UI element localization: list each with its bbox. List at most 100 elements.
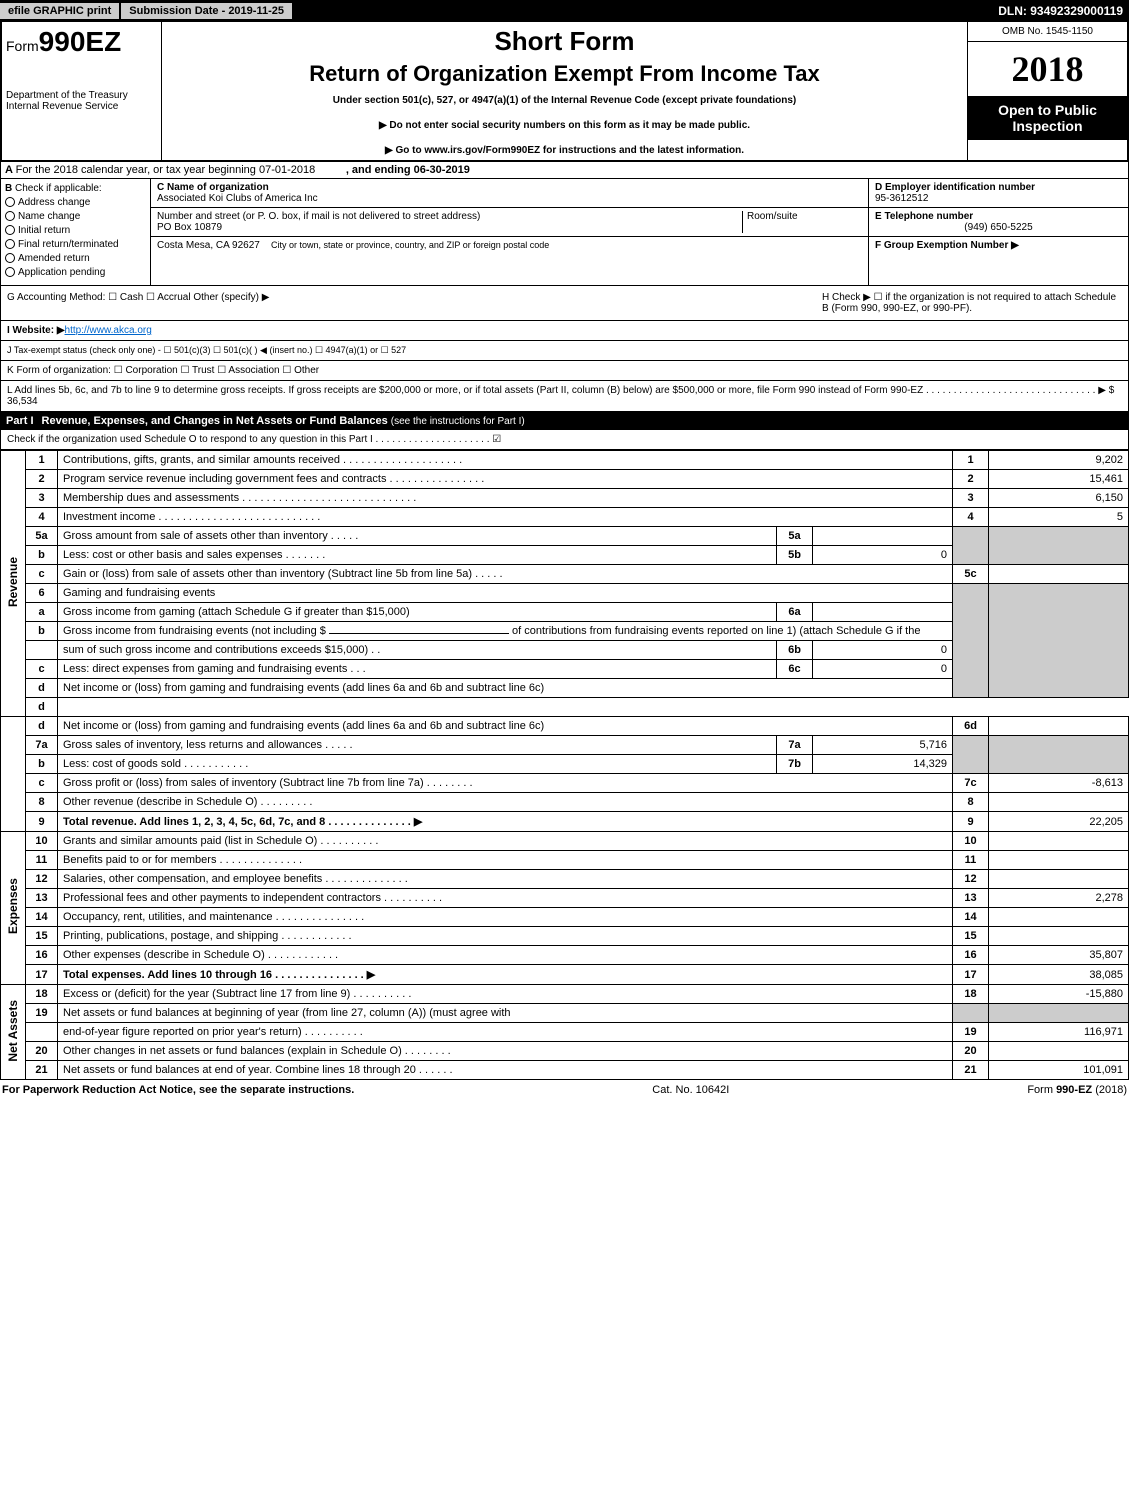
top-bar: efile GRAPHIC print Submission Date - 20…: [0, 0, 1129, 22]
city-state-zip: Costa Mesa, CA 92627: [157, 240, 260, 251]
line-13-val: 2,278: [989, 889, 1129, 908]
col-b-checkboxes: B Check if applicable: Address change Na…: [1, 179, 151, 285]
row-a-end: , and ending 06-30-2019: [346, 164, 470, 176]
j-tax-exempt: J Tax-exempt status (check only one) - ☐…: [0, 341, 1129, 361]
line-19-desc: Net assets or fund balances at beginning…: [58, 1004, 953, 1023]
line-13-desc: Professional fees and other payments to …: [58, 889, 953, 908]
check-final-return[interactable]: Final return/terminated: [5, 239, 146, 250]
netassets-label: Net Assets: [1, 985, 26, 1080]
line-5b-desc: Less: cost or other basis and sales expe…: [58, 546, 777, 565]
org-name: Associated Koi Clubs of America Inc: [157, 193, 318, 204]
line-4-desc: Investment income . . . . . . . . . . . …: [58, 508, 953, 527]
line-5a-mid: [813, 527, 953, 546]
line-8-val: [989, 793, 1129, 812]
submission-date-button[interactable]: Submission Date - 2019-11-25: [121, 3, 292, 19]
line-11-desc: Benefits paid to or for members . . . . …: [58, 851, 953, 870]
tax-year: 2018: [968, 42, 1127, 96]
dln-label: DLN: 93492329000119: [998, 4, 1129, 18]
revenue-label-cont: [1, 717, 26, 832]
form-number: Form990EZ: [6, 26, 157, 58]
line-15-val: [989, 927, 1129, 946]
check-application-pending[interactable]: Application pending: [5, 267, 146, 278]
part1-table: Revenue 1 Contributions, gifts, grants, …: [0, 450, 1129, 717]
line-18-desc: Excess or (deficit) for the year (Subtra…: [58, 985, 953, 1004]
row-a-begin: For the 2018 calendar year, or tax year …: [16, 164, 316, 176]
line-10-desc: Grants and similar amounts paid (list in…: [58, 832, 953, 851]
line-9-val: 22,205: [989, 812, 1129, 832]
ein-value: 95-3612512: [875, 193, 928, 204]
city-label: City or town, state or province, country…: [271, 240, 549, 250]
check-name-change[interactable]: Name change: [5, 211, 146, 222]
main-table: dNet income or (loss) from gaming and fu…: [0, 716, 1129, 1080]
omb-number: OMB No. 1545-1150: [968, 22, 1127, 42]
line-19-val: 116,971: [989, 1023, 1129, 1042]
street-address: PO Box 10879: [157, 222, 222, 233]
department-label: Department of the Treasury Internal Reve…: [6, 90, 157, 112]
line-16-desc: Other expenses (describe in Schedule O) …: [58, 946, 953, 965]
col-d-ein: D Employer identification number 95-3612…: [868, 179, 1128, 285]
revenue-label: Revenue: [1, 451, 26, 717]
line-4-val: 5: [989, 508, 1129, 527]
line-8-desc: Other revenue (describe in Schedule O) .…: [58, 793, 953, 812]
check-address-change[interactable]: Address change: [5, 197, 146, 208]
line-18-val: -15,880: [989, 985, 1129, 1004]
d-label: D Employer identification number: [875, 182, 1035, 193]
form-num: 990EZ: [39, 26, 122, 57]
line-5b-mid: 0: [813, 546, 953, 565]
line-7c-desc: Gross profit or (loss) from sales of inv…: [58, 774, 953, 793]
line-5c-val: [989, 565, 1129, 584]
line-6b-mid: 0: [813, 641, 953, 660]
part1-label: Part I: [6, 415, 42, 427]
h-check: H Check ▶ ☐ if the organization is not r…: [822, 292, 1122, 314]
line-14-val: [989, 908, 1129, 927]
c-label: C Name of organization: [157, 182, 269, 193]
efile-print-button[interactable]: efile GRAPHIC print: [0, 3, 119, 19]
line-7a-desc: Gross sales of inventory, less returns a…: [58, 736, 777, 755]
check-amended-return[interactable]: Amended return: [5, 253, 146, 264]
form-prefix: Form: [6, 38, 39, 54]
line-7b-mid: 14,329: [813, 755, 953, 774]
footer-left: For Paperwork Reduction Act Notice, see …: [2, 1084, 354, 1096]
short-form-title: Short Form: [170, 26, 959, 57]
i-website: I Website: ▶http://www.akca.org: [0, 321, 1129, 341]
line-6c-mid: 0: [813, 660, 953, 679]
note-ssn: ▶ Do not enter social security numbers o…: [170, 120, 959, 131]
line-12-val: [989, 870, 1129, 889]
footer-mid: Cat. No. 10642I: [652, 1084, 729, 1096]
l-gross-receipts: L Add lines 5b, 6c, and 7b to line 9 to …: [0, 381, 1129, 412]
form-header: Form990EZ Department of the Treasury Int…: [0, 22, 1129, 162]
website-link[interactable]: http://www.akca.org: [65, 325, 152, 336]
line-19b-desc: end-of-year figure reported on prior yea…: [58, 1023, 953, 1042]
open-public-badge: Open to Public Inspection: [968, 96, 1127, 140]
line-3-desc: Membership dues and assessments . . . . …: [58, 489, 953, 508]
line-20-desc: Other changes in net assets or fund bala…: [58, 1042, 953, 1061]
part1-check: Check if the organization used Schedule …: [0, 430, 1129, 450]
line-6d-val: [989, 717, 1129, 736]
line-20-val: [989, 1042, 1129, 1061]
line-21-val: 101,091: [989, 1061, 1129, 1080]
line-2-val: 15,461: [989, 470, 1129, 489]
line-14-desc: Occupancy, rent, utilities, and maintena…: [58, 908, 953, 927]
line-10-val: [989, 832, 1129, 851]
g-accounting: G Accounting Method: ☐ Cash ☐ Accrual Ot…: [7, 292, 269, 314]
street-label: Number and street (or P. O. box, if mail…: [157, 211, 480, 222]
note-goto: ▶ Go to www.irs.gov/Form990EZ for instru…: [170, 145, 959, 156]
f-label: F Group Exemption Number ▶: [875, 240, 1019, 251]
part1-title: Revenue, Expenses, and Changes in Net As…: [42, 415, 388, 427]
room-label: Room/suite: [747, 211, 798, 222]
line-6d-desc: Net income or (loss) from gaming and fun…: [58, 679, 953, 698]
k-form-org: K Form of organization: ☐ Corporation ☐ …: [0, 361, 1129, 381]
part1-header: Part I Revenue, Expenses, and Changes in…: [0, 412, 1129, 430]
return-title: Return of Organization Exempt From Incom…: [170, 61, 959, 87]
line-7b-desc: Less: cost of goods sold . . . . . . . .…: [58, 755, 777, 774]
check-initial-return[interactable]: Initial return: [5, 225, 146, 236]
line-2-desc: Program service revenue including govern…: [58, 470, 953, 489]
expenses-label: Expenses: [1, 832, 26, 985]
line-15-desc: Printing, publications, postage, and shi…: [58, 927, 953, 946]
section-g-h: G Accounting Method: ☐ Cash ☐ Accrual Ot…: [0, 286, 1129, 321]
line-11-val: [989, 851, 1129, 870]
row-a-tax-year: A For the 2018 calendar year, or tax yea…: [0, 162, 1129, 179]
line-6b-desc: Gross income from fundraising events (no…: [58, 622, 953, 641]
check-if-applicable: Check if applicable:: [15, 183, 102, 194]
line-12-desc: Salaries, other compensation, and employ…: [58, 870, 953, 889]
